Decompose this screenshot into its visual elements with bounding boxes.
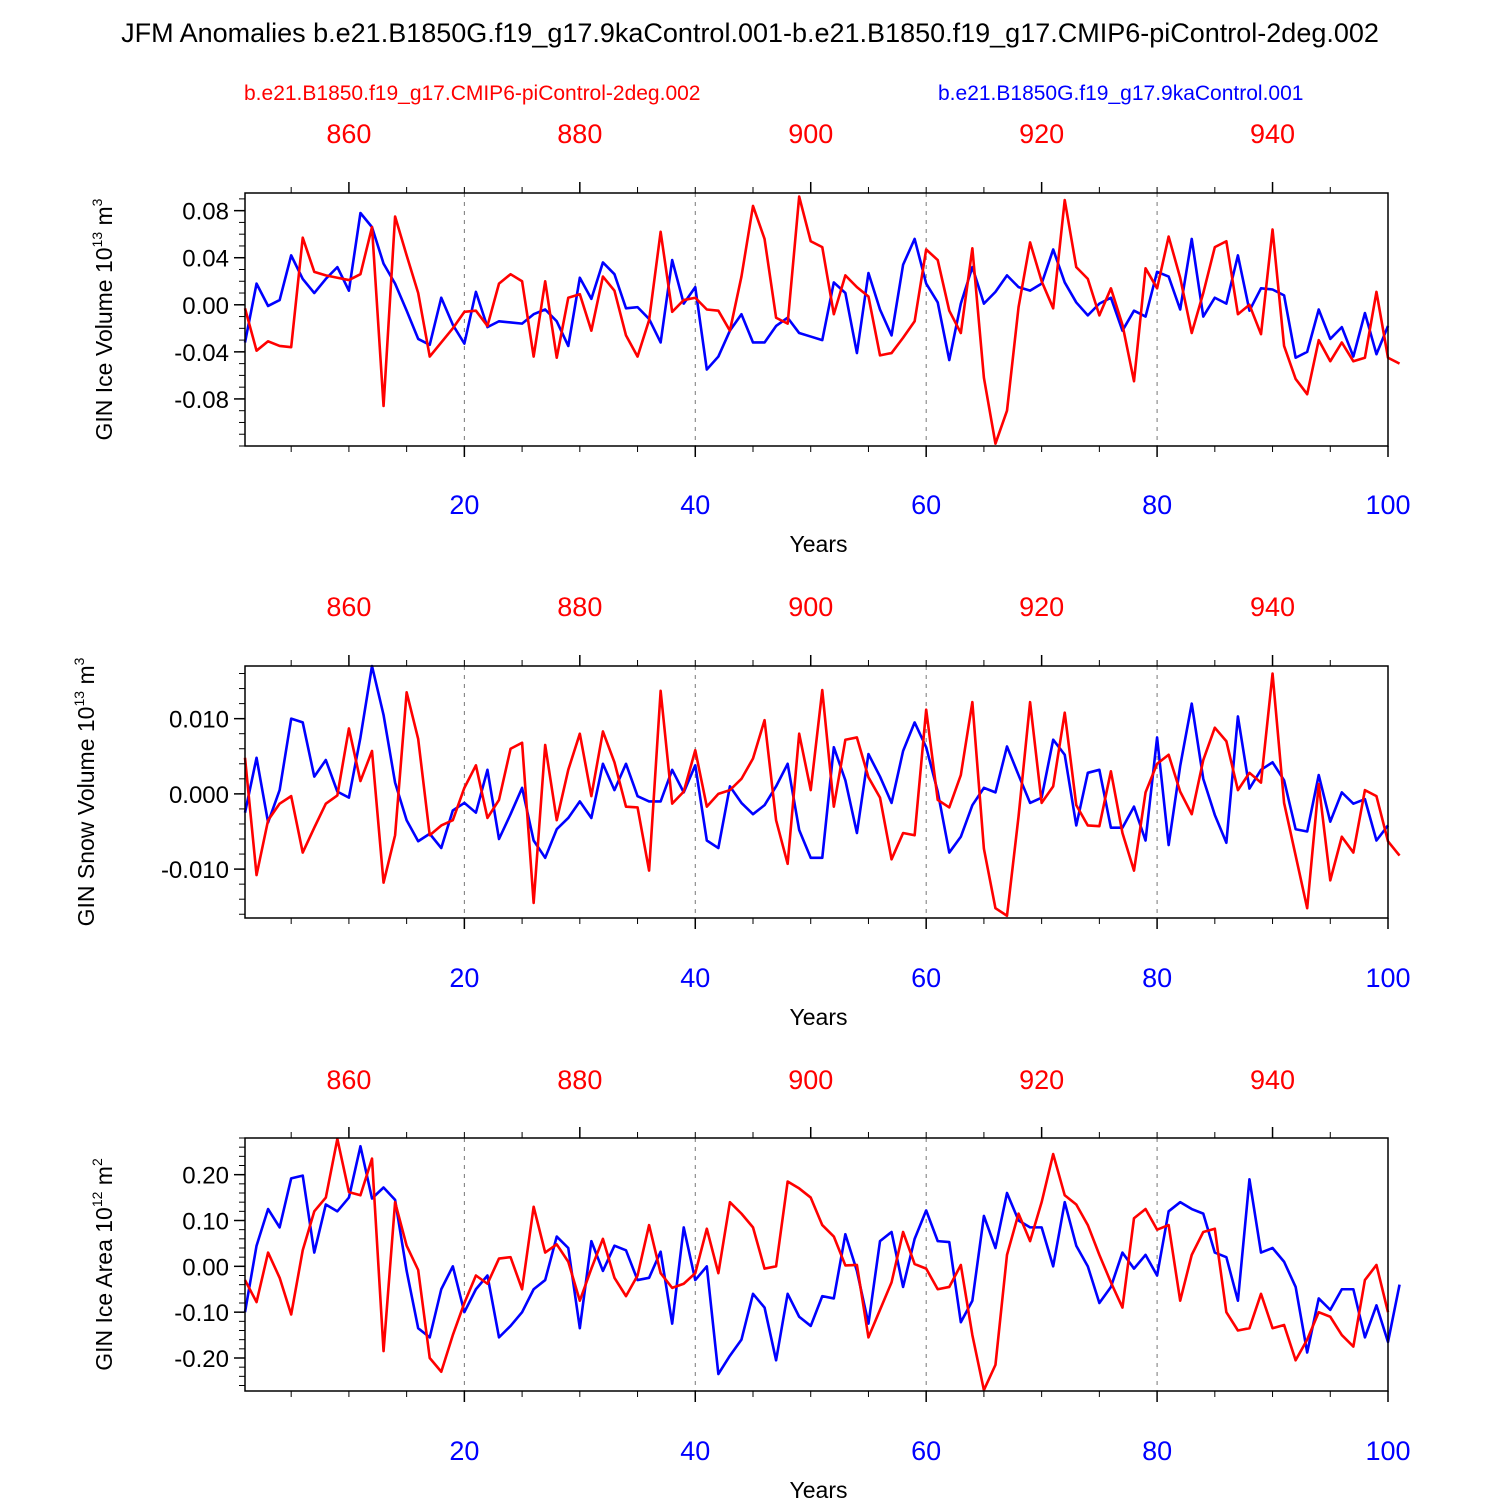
y-axis-label-part: m xyxy=(73,665,99,691)
x-tick-label-top: 940 xyxy=(1250,1065,1295,1095)
y-axis-label-superscript: 3 xyxy=(89,198,105,206)
x-tick-label-top: 860 xyxy=(326,592,371,622)
y-tick-label: -0.08 xyxy=(174,387,229,414)
x-tick-label-bottom: 40 xyxy=(680,490,710,520)
y-tick-label: 0.010 xyxy=(169,707,229,734)
x-tick-label-top: 920 xyxy=(1019,592,1064,622)
y-tick-label: 0.08 xyxy=(182,199,229,226)
y-axis-label-part: GIN Ice Area 10 xyxy=(91,1207,117,1371)
x-tick-label-top: 920 xyxy=(1019,119,1064,149)
plot-frame xyxy=(244,665,1389,919)
y-tick-label: -0.010 xyxy=(161,857,229,884)
y-tick-label: -0.04 xyxy=(174,340,229,367)
x-tick-label-top: 900 xyxy=(788,119,833,149)
series-line-blue xyxy=(243,1144,1401,1376)
y-axis-label-superscript: 2 xyxy=(89,1158,105,1166)
y-tick-label: 0.00 xyxy=(182,1254,229,1281)
x-tick-label-top: 900 xyxy=(788,592,833,622)
y-axis-label-superscript: 12 xyxy=(89,1191,105,1207)
x-tick-label-top: 860 xyxy=(326,119,371,149)
x-tick-label-bottom: 80 xyxy=(1142,490,1172,520)
series-line-blue xyxy=(243,211,1390,371)
x-tick-label-bottom: 40 xyxy=(680,1436,710,1466)
legend-blue-series: b.e21.B1850G.f19_g17.9kaControl.001 xyxy=(938,82,1304,105)
y-axis-label-superscript: 13 xyxy=(89,232,105,248)
y-tick-label: 0.20 xyxy=(182,1163,229,1190)
x-axis-label: Years xyxy=(790,1477,848,1500)
x-tick-label-bottom: 60 xyxy=(911,963,941,993)
y-tick-label: 0.04 xyxy=(182,246,229,273)
series-line-red xyxy=(243,195,1401,445)
x-tick-label-bottom: 20 xyxy=(449,490,479,520)
series-line-blue xyxy=(243,664,1390,860)
plot-frame xyxy=(244,1137,1389,1392)
y-axis-label-part: GIN Ice Volume 10 xyxy=(91,247,117,440)
y-axis-label: GIN Snow Volume 1013 m3 xyxy=(71,657,99,926)
x-tick-label-bottom: 20 xyxy=(449,1436,479,1466)
y-axis-label-superscript: 13 xyxy=(71,691,87,707)
chart-panel-3: -0.20 -0.10 0.00 0.10 0.20 20 40 60 80 100 860 880 9… xyxy=(89,1065,1411,1500)
x-axis-label: Years xyxy=(790,1004,848,1030)
y-axis-label-superscript: 3 xyxy=(71,657,87,665)
y-axis-label-part: m xyxy=(91,1166,117,1192)
x-tick-label-bottom: 100 xyxy=(1365,490,1410,520)
y-axis-label: GIN Ice Volume 1013 m3 xyxy=(89,198,117,440)
x-tick-label-top: 900 xyxy=(788,1065,833,1095)
y-axis-label-part: m xyxy=(91,206,117,232)
plot-frame xyxy=(244,192,1389,447)
x-tick-label-bottom: 60 xyxy=(911,1436,941,1466)
page-title: JFM Anomalies b.e21.B1850G.f19_g17.9kaCo… xyxy=(121,18,1379,48)
x-tick-label-top: 940 xyxy=(1250,592,1295,622)
y-tick-label: 0.10 xyxy=(182,1209,229,1236)
x-tick-label-top: 880 xyxy=(557,592,602,622)
x-tick-label-top: 860 xyxy=(326,1065,371,1095)
x-tick-label-bottom: 80 xyxy=(1142,963,1172,993)
x-tick-label-top: 940 xyxy=(1250,119,1295,149)
x-axis-label: Years xyxy=(790,531,848,557)
y-tick-label: 0.000 xyxy=(169,782,229,809)
x-tick-label-top: 880 xyxy=(557,119,602,149)
legend-red-series: b.e21.B1850.f19_g17.CMIP6-piControl-2deg… xyxy=(244,82,701,105)
x-tick-label-bottom: 100 xyxy=(1365,1436,1410,1466)
x-tick-label-top: 880 xyxy=(557,1065,602,1095)
y-tick-label: -0.10 xyxy=(174,1300,229,1327)
y-tick-label: 0.00 xyxy=(182,293,229,320)
y-axis-label-part: GIN Snow Volume 10 xyxy=(73,707,99,927)
x-tick-label-top: 920 xyxy=(1019,1065,1064,1095)
y-tick-label: -0.20 xyxy=(174,1346,229,1373)
x-tick-label-bottom: 100 xyxy=(1365,963,1410,993)
x-tick-label-bottom: 60 xyxy=(911,490,941,520)
series-line-red xyxy=(243,1137,1390,1392)
y-axis-label: GIN Ice Area 1012 m2 xyxy=(89,1158,117,1371)
x-tick-label-bottom: 40 xyxy=(680,963,710,993)
chart-panel-2: -0.010 0.000 0.010 20 40 60 80 100 860 880 900 920 9… xyxy=(71,592,1411,1030)
x-tick-label-bottom: 80 xyxy=(1142,1436,1172,1466)
series-line-red xyxy=(243,672,1401,918)
x-tick-label-bottom: 20 xyxy=(449,963,479,993)
chart-panel-1: -0.08 -0.04 0.00 0.04 0.08 20 40 60 80 100 860 880 9… xyxy=(89,119,1411,557)
